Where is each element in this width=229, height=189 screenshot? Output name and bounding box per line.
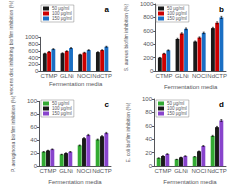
svg-text:Fermentation media: Fermentation media bbox=[49, 81, 103, 87]
svg-text:50 μg/ml: 50 μg/ml bbox=[166, 6, 184, 11]
svg-text:80: 80 bbox=[30, 111, 37, 117]
svg-text:80: 80 bbox=[145, 109, 152, 115]
svg-text:S. flavescens disc inhibiting: S. flavescens disc inhibiting biofilm in… bbox=[8, 0, 14, 95]
svg-text:100: 100 bbox=[27, 98, 38, 104]
svg-text:CTMP: CTMP bbox=[154, 168, 171, 174]
svg-text:60: 60 bbox=[145, 122, 152, 128]
svg-text:NdCTP: NdCTP bbox=[92, 168, 112, 174]
svg-text:20: 20 bbox=[30, 150, 37, 156]
svg-text:P. aeruginosa biofilm inhibiti: P. aeruginosa biofilm inhibition (%) bbox=[10, 95, 16, 172]
svg-text:CTMP: CTMP bbox=[40, 168, 57, 174]
svg-text:NOCI: NOCI bbox=[77, 168, 92, 174]
svg-text:400: 400 bbox=[143, 41, 154, 47]
svg-text:NOCI: NOCI bbox=[191, 168, 206, 174]
svg-text:100 μg/ml: 100 μg/ml bbox=[166, 105, 187, 111]
svg-text:CTMP: CTMP bbox=[155, 73, 172, 79]
svg-text:800: 800 bbox=[143, 14, 154, 20]
svg-text:100 μg/ml: 100 μg/ml bbox=[52, 105, 72, 111]
svg-text:150 μg/ml: 150 μg/ml bbox=[52, 111, 72, 116]
svg-text:600: 600 bbox=[28, 48, 39, 54]
svg-text:1000: 1000 bbox=[25, 34, 39, 40]
svg-text:b: b bbox=[219, 5, 224, 14]
svg-text:E. coli biofilm inhibition (%): E. coli biofilm inhibition (%) bbox=[125, 102, 131, 162]
svg-text:NOCI: NOCI bbox=[77, 73, 92, 79]
svg-text:c: c bbox=[105, 99, 110, 108]
svg-text:100 μg/ml: 100 μg/ml bbox=[166, 11, 187, 16]
svg-text:50 μg/ml: 50 μg/ml bbox=[52, 100, 70, 106]
svg-text:800: 800 bbox=[28, 41, 39, 47]
svg-text:0: 0 bbox=[35, 68, 39, 74]
svg-text:a: a bbox=[105, 5, 110, 14]
svg-text:GLNi: GLNi bbox=[174, 168, 188, 174]
svg-text:NdCTP: NdCTP bbox=[92, 73, 112, 79]
svg-text:600: 600 bbox=[143, 28, 154, 34]
svg-text:CTMP: CTMP bbox=[41, 73, 58, 79]
svg-text:0: 0 bbox=[34, 163, 38, 169]
svg-text:d: d bbox=[219, 99, 224, 108]
svg-text:GLNi: GLNi bbox=[174, 73, 188, 79]
svg-text:40: 40 bbox=[30, 137, 37, 143]
svg-text:60: 60 bbox=[30, 124, 37, 130]
svg-text:GLNi: GLNi bbox=[60, 73, 74, 79]
svg-text:Fermentation media: Fermentation media bbox=[163, 179, 217, 185]
svg-text:50 μg/ml: 50 μg/ml bbox=[52, 6, 70, 11]
svg-text:GLNi: GLNi bbox=[59, 168, 73, 174]
svg-text:0: 0 bbox=[148, 163, 152, 169]
svg-text:100 μg/ml: 100 μg/ml bbox=[52, 11, 72, 16]
svg-text:Fermentation media: Fermentation media bbox=[163, 84, 217, 90]
svg-text:NdCTP: NdCTP bbox=[207, 73, 227, 79]
svg-text:150 μg/ml: 150 μg/ml bbox=[167, 16, 187, 21]
svg-text:1000: 1000 bbox=[139, 1, 153, 7]
svg-text:S. aureus biofilm inhibition (: S. aureus biofilm inhibition (%) bbox=[123, 3, 129, 71]
svg-text:NOCI: NOCI bbox=[191, 73, 206, 79]
svg-text:NdCTP: NdCTP bbox=[207, 168, 227, 174]
svg-text:0: 0 bbox=[149, 68, 153, 74]
svg-text:150 μg/ml: 150 μg/ml bbox=[167, 111, 187, 116]
svg-text:50 μg/ml: 50 μg/ml bbox=[166, 100, 184, 106]
svg-text:200: 200 bbox=[143, 55, 154, 61]
svg-text:Fermentation media: Fermentation media bbox=[48, 179, 102, 185]
svg-text:200: 200 bbox=[28, 61, 39, 67]
svg-text:400: 400 bbox=[28, 55, 39, 61]
svg-text:40: 40 bbox=[145, 136, 152, 142]
svg-text:100: 100 bbox=[141, 96, 152, 102]
svg-text:150 μg/ml: 150 μg/ml bbox=[52, 16, 72, 21]
svg-text:20: 20 bbox=[145, 149, 152, 155]
